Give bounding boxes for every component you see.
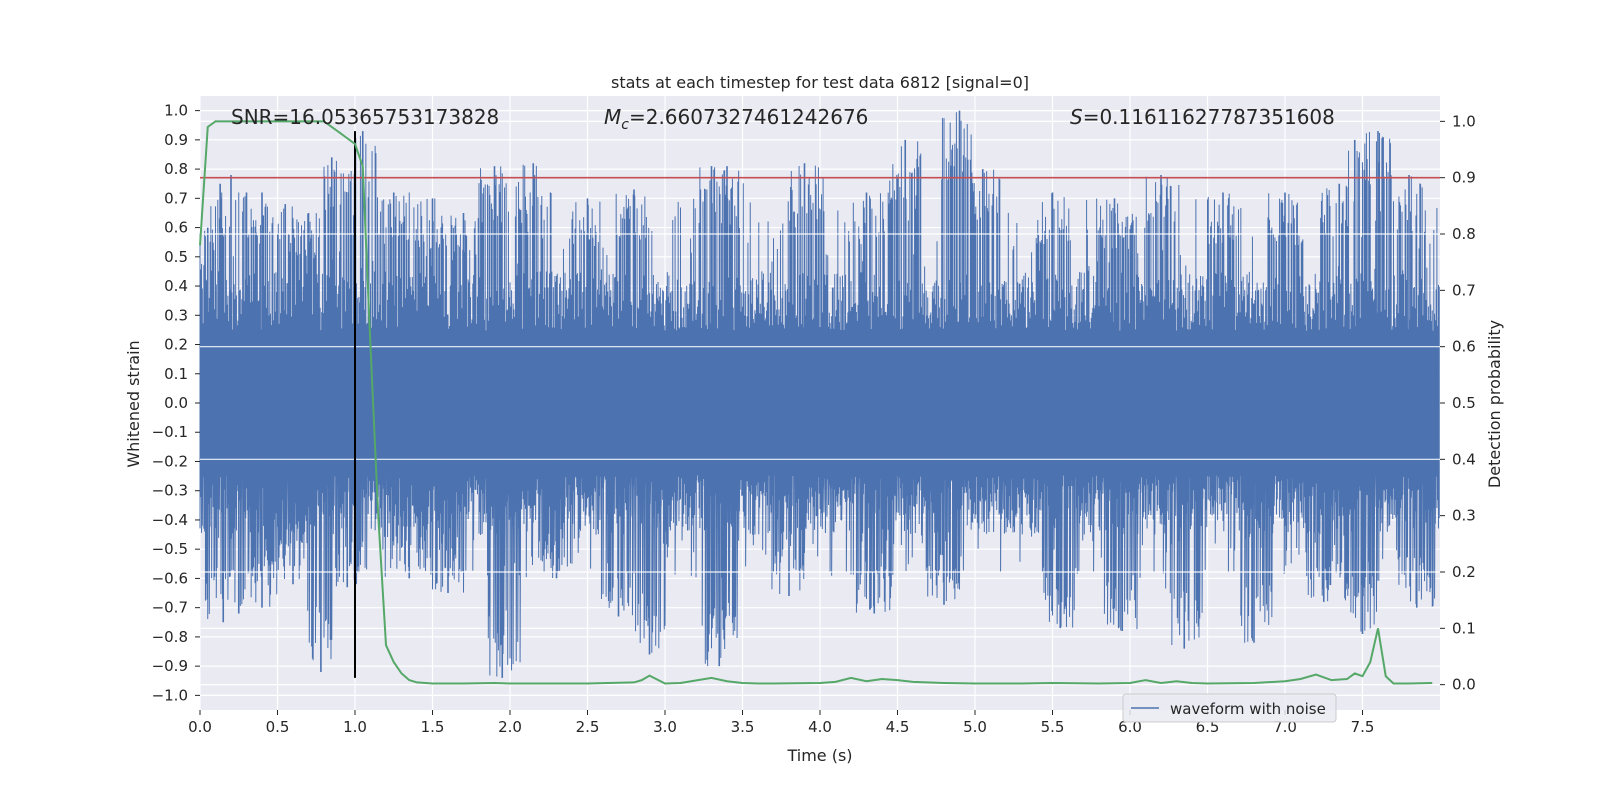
y2-tick-label: 0.5: [1452, 394, 1476, 412]
y-tick-label: −0.7: [152, 599, 188, 617]
s-value: =0.11611627787351608: [1083, 105, 1335, 129]
y-tick-label: 0.6: [164, 219, 188, 237]
probability-series: [199, 120, 1433, 685]
axes: 0.0 0.5 1.0 1.5 2.0 2.5 3.0 3.5 4.0 4.5 5.0 5.5 6.0 6…: [152, 102, 1476, 736]
x-axis-label: Time (s): [786, 746, 852, 765]
y2-tick-label: 1.0: [1452, 112, 1476, 130]
y2-tick-label: 0.7: [1452, 281, 1476, 299]
y-tick-label: 0.2: [164, 336, 188, 354]
x-tick-label: 1.5: [421, 718, 445, 736]
y2-tick-label: 0.8: [1452, 225, 1476, 243]
snr-annotation: SNR=16.05365753173828: [231, 105, 499, 129]
y-tick-label: 0.9: [164, 131, 188, 149]
chirp-mass-annotation: Mc=2.6607327461242676: [604, 105, 868, 133]
y-tick-label: 0.5: [164, 248, 188, 266]
legend-label: waveform with noise: [1170, 700, 1326, 718]
x-tick-label: 2.5: [576, 718, 600, 736]
chart-title: stats at each timestep for test data 681…: [611, 73, 1029, 92]
chirp-mass-symbol: M: [604, 105, 621, 129]
y-tick-label: −0.2: [152, 452, 188, 470]
y-tick-label: 0.0: [164, 394, 188, 412]
chirp-mass-subscript: c: [621, 117, 629, 133]
y2-tick-label: 0.0: [1452, 676, 1476, 694]
y-tick-label: −0.6: [152, 569, 188, 587]
y-tick-label: 0.8: [164, 160, 188, 178]
y-tick-label: −0.1: [152, 423, 188, 441]
chirp-mass-value: =2.6607327461242676: [629, 105, 868, 129]
y-tick-label: 0.7: [164, 189, 188, 207]
y2-tick-label: 0.3: [1452, 507, 1476, 525]
probability-line: [199, 120, 1433, 685]
y2-tick-label: 0.2: [1452, 563, 1476, 581]
x-tick-label: 0.5: [266, 718, 290, 736]
x-tick-label: 4.0: [808, 718, 832, 736]
y-tick-label: 0.1: [164, 365, 188, 383]
y-axis-label: Whitened strain: [124, 340, 143, 467]
s-annotation: S=0.11611627787351608: [1070, 105, 1335, 129]
legend: waveform with noise: [1122, 693, 1337, 723]
waveform-series: [199, 110, 1440, 678]
x-tick-label: 7.5: [1351, 718, 1375, 736]
x-tick-label: 1.0: [343, 718, 367, 736]
y2-tick-label: 0.1: [1452, 619, 1476, 637]
y2-tick-label: 0.4: [1452, 450, 1476, 468]
x-tick-label: 5.0: [963, 718, 987, 736]
y-tick-label: 1.0: [164, 102, 188, 120]
y-tick-label: −0.3: [152, 482, 188, 500]
y-tick-label: 0.4: [164, 277, 188, 295]
y-tick-label: 0.3: [164, 306, 188, 324]
legend-box: [1122, 693, 1337, 723]
y2-tick-label: 0.9: [1452, 169, 1476, 187]
y-tick-label: −0.5: [152, 540, 188, 558]
y-tick-label: −1.0: [152, 686, 188, 704]
waveform-line: [199, 112, 1440, 677]
x-tick-label: 0.0: [188, 718, 212, 736]
x-tick-label: 3.0: [653, 718, 677, 736]
y2-axis-label: Detection probability: [1485, 320, 1504, 488]
y-tick-label: −0.8: [152, 628, 188, 646]
s-symbol: S: [1070, 105, 1083, 129]
y-tick-label: −0.9: [152, 657, 188, 675]
reference-lines: [200, 131, 1440, 678]
y2-tick-label: 0.6: [1452, 338, 1476, 356]
x-tick-label: 4.5: [886, 718, 910, 736]
x-tick-label: 3.5: [731, 718, 755, 736]
x-tick-label: 5.5: [1041, 718, 1065, 736]
y-tick-label: −0.4: [152, 511, 188, 529]
x-tick-label: 2.0: [498, 718, 522, 736]
